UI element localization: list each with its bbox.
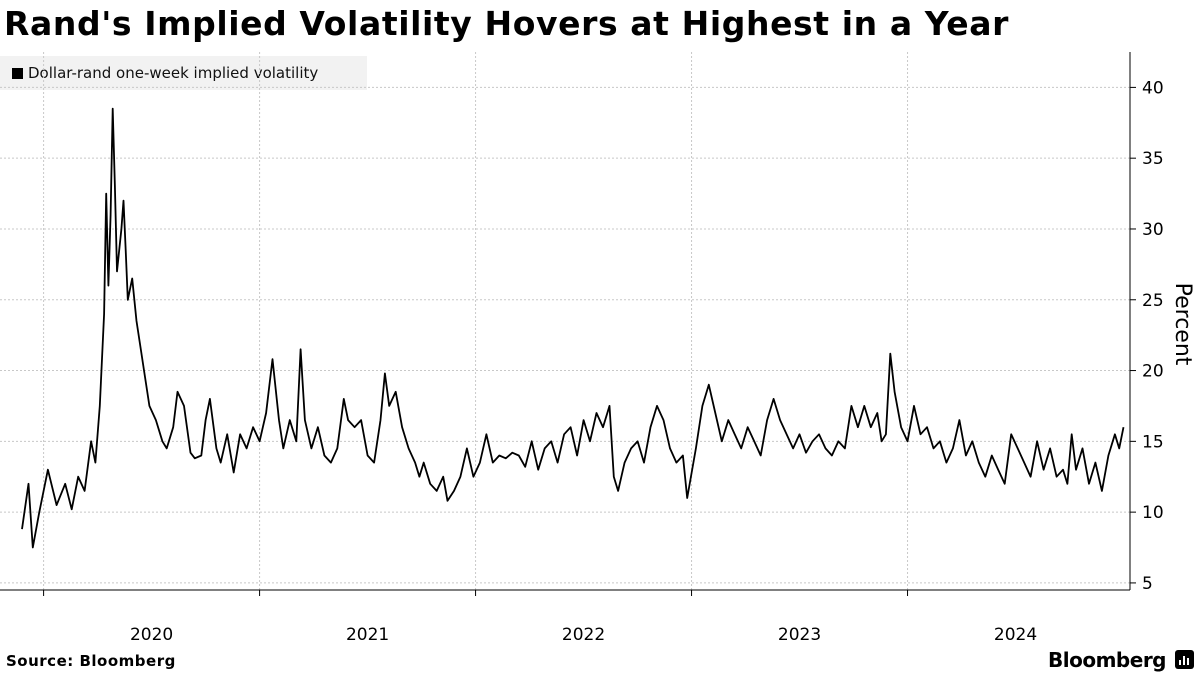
legend: Dollar-rand one-week implied volatility xyxy=(0,56,367,90)
legend-swatch xyxy=(12,67,23,79)
legend-label: Dollar-rand one-week implied volatility xyxy=(28,64,319,82)
y-tick-label: 40 xyxy=(1142,78,1164,98)
y-axis-title: Percent xyxy=(1170,283,1195,366)
x-tick-label: 2022 xyxy=(562,625,605,645)
y-tick-label: 15 xyxy=(1142,432,1164,452)
bloomberg-chart-icon xyxy=(1175,650,1194,669)
y-tick-label: 20 xyxy=(1142,362,1164,382)
x-tick-label: 2021 xyxy=(346,625,389,645)
source-note: Source: Bloomberg xyxy=(6,652,176,670)
y-tick-label: 35 xyxy=(1142,149,1164,169)
y-tick-label: 25 xyxy=(1142,291,1164,311)
x-tick-label: 2023 xyxy=(778,625,821,645)
y-tick-label: 5 xyxy=(1142,574,1153,594)
y-tick-label: 10 xyxy=(1142,503,1164,523)
brand-logo: Bloomberg xyxy=(1048,648,1166,672)
chart-title: Rand's Implied Volatility Hovers at High… xyxy=(4,4,1009,43)
axes: 5 10 15 20 25 30 35 40 2020 2021 2022 2023 2024 xyxy=(0,52,1164,645)
series-line xyxy=(21,107,1125,549)
series-layer xyxy=(21,107,1125,549)
gridlines xyxy=(0,52,1130,590)
x-tick-label: 2020 xyxy=(130,625,173,645)
x-tick-label: 2024 xyxy=(994,625,1037,645)
y-tick-label: 30 xyxy=(1142,220,1164,240)
